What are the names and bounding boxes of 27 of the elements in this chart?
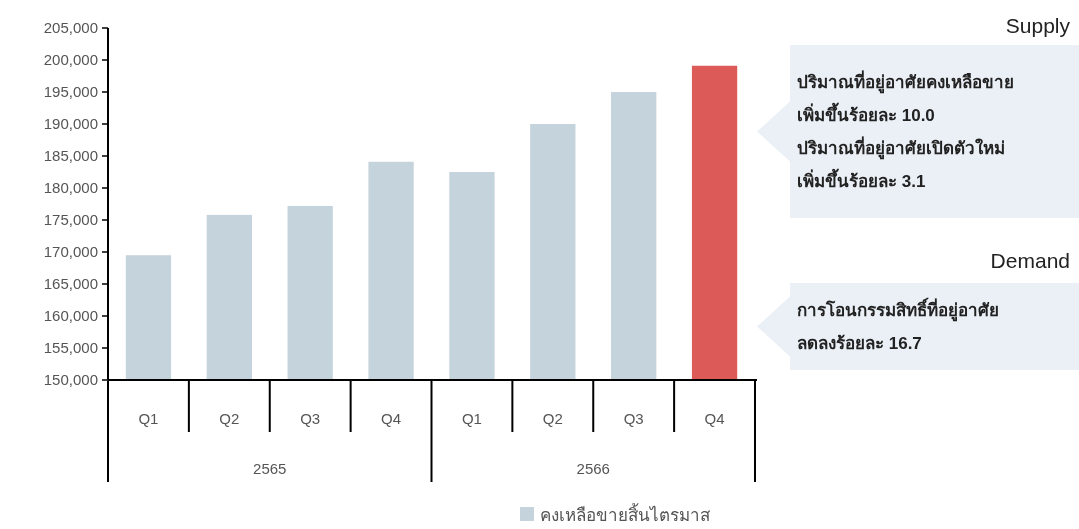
x-tick-label: Q4 xyxy=(704,410,725,427)
y-tick-label: 165,000 xyxy=(43,275,98,292)
y-tick-label: 200,000 xyxy=(43,51,98,68)
x-tick-label: Q1 xyxy=(138,410,159,427)
x-tick-label: Q2 xyxy=(542,410,563,427)
text: ปริมาณที่อยู่อาศัยคงเหลือขาย เพิ่มขึ้นร้อยละ 10.0 ปริมาณที่อยู่อาศัยเปิดตัวใหม่ เพิ่มขึ้นร้อยละ 3.1 xyxy=(797,70,1014,191)
x-tick-label: Q1 xyxy=(461,410,482,427)
y-tick-label: 150,000 xyxy=(43,371,98,388)
x-tick-label: Q3 xyxy=(300,410,321,427)
text: การโอนกรรมสิทธิ์ที่อยู่อาศัย ลดลงร้อยละ 16.7 xyxy=(797,297,999,353)
text: 2565 xyxy=(253,460,287,477)
text: 2566 xyxy=(576,460,610,477)
text: Demand xyxy=(990,249,1070,272)
x-tick-label: Q3 xyxy=(623,410,644,427)
y-tick-label: 160,000 xyxy=(43,307,98,324)
y-tick-label: 155,000 xyxy=(43,339,98,356)
y-tick-label: 175,000 xyxy=(43,211,98,228)
y-tick-label: 185,000 xyxy=(43,147,98,164)
x-tick-label: Q4 xyxy=(381,410,402,427)
y-tick-label: 180,000 xyxy=(43,179,98,196)
y-tick-label: 195,000 xyxy=(43,83,98,100)
text: Supply xyxy=(1005,14,1071,37)
legend-label: คงเหลือขายสิ้นไตรมาส xyxy=(540,503,711,525)
y-tick-label: 190,000 xyxy=(43,115,98,132)
y-tick-label: 170,000 xyxy=(43,243,98,260)
x-tick-label: Q2 xyxy=(219,410,240,427)
y-tick-label: 205,000 xyxy=(43,19,98,36)
